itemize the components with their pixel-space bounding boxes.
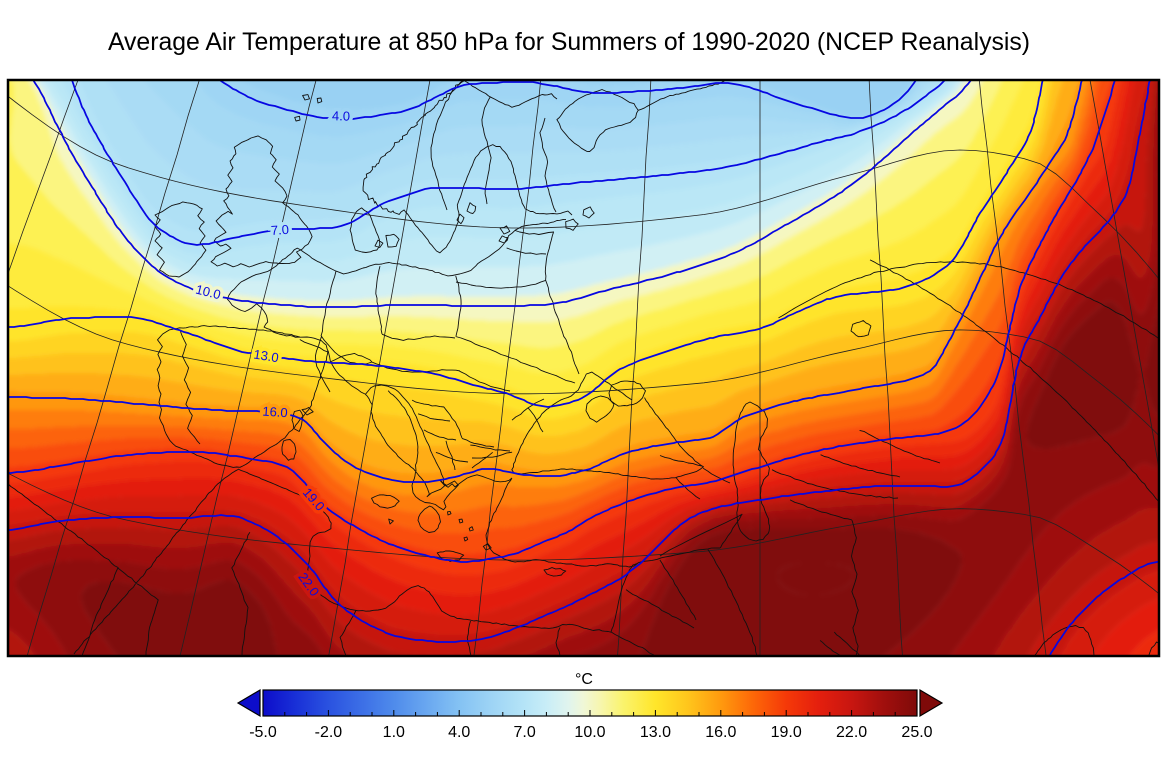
svg-text:°C: °C [575, 671, 593, 688]
svg-text:19.0: 19.0 [771, 724, 802, 741]
svg-text:-2.0: -2.0 [315, 724, 343, 741]
svg-text:4.0: 4.0 [332, 108, 350, 123]
svg-text:16.0: 16.0 [262, 404, 288, 421]
svg-text:7.0: 7.0 [513, 724, 535, 741]
svg-text:1.0: 1.0 [383, 724, 405, 741]
svg-text:13.0: 13.0 [640, 724, 671, 741]
svg-text:10.0: 10.0 [574, 724, 605, 741]
svg-text:16.0: 16.0 [705, 724, 736, 741]
svg-text:7.0: 7.0 [270, 222, 289, 238]
svg-text:22.0: 22.0 [836, 724, 867, 741]
svg-text:-5.0: -5.0 [249, 724, 277, 741]
svg-text:Average Air Temperature at 850: Average Air Temperature at 850 hPa for S… [108, 29, 1030, 56]
svg-text:4.0: 4.0 [448, 724, 470, 741]
svg-text:25.0: 25.0 [901, 724, 932, 741]
